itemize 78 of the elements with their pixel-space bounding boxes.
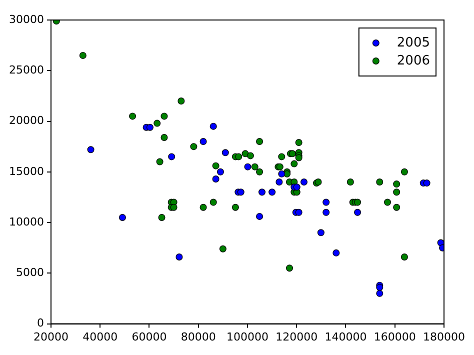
point	[246, 152, 254, 160]
y-tick-label: 20000	[8, 114, 44, 128]
point	[376, 178, 384, 186]
point	[295, 139, 302, 146]
point	[346, 178, 354, 186]
point	[222, 149, 229, 156]
point	[232, 204, 239, 211]
point	[129, 112, 136, 120]
point	[235, 153, 242, 160]
point	[384, 198, 392, 206]
point	[154, 120, 161, 127]
legend-label: 2005	[396, 35, 430, 50]
point	[190, 143, 198, 150]
point	[290, 160, 298, 168]
point	[354, 208, 362, 216]
point	[160, 112, 168, 120]
point	[317, 229, 324, 236]
point	[256, 168, 264, 176]
point	[212, 162, 220, 170]
point	[237, 188, 244, 196]
x-tick-label: 60000	[132, 330, 167, 344]
legend-label: 2006	[396, 53, 430, 68]
x-tick-label: 160000	[374, 330, 416, 344]
point	[170, 204, 178, 211]
x-tick-label: 40000	[82, 330, 118, 344]
point	[210, 198, 217, 206]
point	[158, 214, 166, 221]
point	[268, 188, 276, 196]
point	[276, 178, 283, 186]
point	[293, 184, 300, 191]
point	[212, 175, 220, 182]
point	[278, 153, 286, 160]
point	[200, 204, 207, 211]
point	[393, 180, 400, 188]
point	[168, 153, 176, 160]
x-tick-label: 180000	[423, 330, 465, 344]
point	[400, 253, 408, 260]
point	[354, 198, 362, 206]
point	[322, 198, 330, 206]
point	[118, 214, 126, 221]
point	[176, 253, 183, 260]
x-tick-label: 80000	[180, 330, 216, 344]
x-tick-label: 140000	[324, 330, 367, 344]
point	[216, 168, 224, 176]
point	[156, 158, 164, 166]
point	[200, 138, 207, 146]
point	[376, 290, 384, 297]
y-tick-label: 0	[36, 316, 44, 330]
point	[79, 52, 86, 59]
point	[322, 208, 330, 216]
point	[87, 146, 94, 154]
y-tick-label: 10000	[8, 215, 44, 228]
y-tick-label: 25000	[8, 63, 44, 76]
point	[244, 163, 252, 170]
y-tick-label: 5000	[16, 266, 44, 280]
point	[160, 134, 168, 141]
x-tick-label: 20000	[33, 330, 68, 344]
point	[256, 138, 264, 146]
point	[393, 188, 400, 196]
point	[332, 249, 340, 256]
point	[210, 122, 217, 130]
point	[393, 204, 400, 211]
y-tick-label: 30000	[8, 12, 44, 26]
point	[300, 178, 308, 186]
point	[256, 212, 264, 220]
point	[278, 170, 286, 178]
x-tick-label: 100000	[226, 330, 268, 344]
point	[251, 163, 258, 170]
point	[286, 264, 293, 272]
point	[295, 208, 302, 216]
point	[178, 98, 185, 105]
point	[400, 168, 408, 176]
point	[219, 245, 226, 252]
x-tick-label: 120000	[276, 330, 318, 344]
point	[146, 124, 154, 131]
point	[423, 180, 430, 187]
y-tick-label: 15000	[8, 164, 44, 178]
point	[258, 188, 266, 196]
